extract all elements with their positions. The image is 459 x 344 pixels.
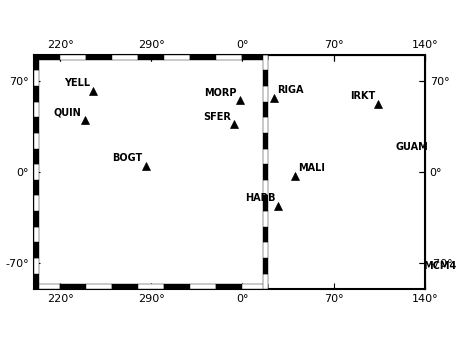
Bar <box>34 102 39 117</box>
Bar <box>86 55 112 60</box>
Text: GUAM: GUAM <box>395 142 428 152</box>
Text: YELL: YELL <box>64 78 90 88</box>
Bar <box>86 284 112 289</box>
Bar <box>34 227 39 242</box>
Bar <box>34 284 60 289</box>
Bar <box>263 117 269 133</box>
Bar <box>34 273 39 289</box>
Bar <box>164 284 190 289</box>
Bar <box>263 149 269 164</box>
Bar <box>263 258 269 273</box>
Bar <box>34 242 39 258</box>
Text: HARB: HARB <box>245 193 275 203</box>
Bar <box>34 55 60 60</box>
Bar <box>34 164 39 180</box>
Bar <box>60 55 86 60</box>
Bar <box>34 258 39 273</box>
Text: MCM4: MCM4 <box>423 261 456 271</box>
Bar <box>216 55 242 60</box>
Text: RIGA: RIGA <box>277 85 303 95</box>
Bar <box>263 211 269 227</box>
Bar <box>34 195 39 211</box>
Bar <box>34 117 39 133</box>
Text: QUIN: QUIN <box>54 107 82 117</box>
Bar <box>138 55 164 60</box>
Text: BOGT: BOGT <box>112 153 143 163</box>
Bar <box>60 284 86 289</box>
Bar <box>34 55 39 71</box>
Bar <box>263 273 269 289</box>
Bar <box>242 55 269 60</box>
Bar <box>34 71 39 86</box>
Bar <box>263 102 269 117</box>
Text: IRKT: IRKT <box>350 92 375 101</box>
Bar <box>263 242 269 258</box>
Bar <box>263 133 269 149</box>
Bar <box>263 227 269 242</box>
Bar <box>138 284 164 289</box>
Bar <box>112 55 138 60</box>
Text: SFER: SFER <box>203 112 231 122</box>
Bar <box>263 195 269 211</box>
Bar <box>263 86 269 102</box>
Bar <box>112 284 138 289</box>
Bar <box>190 55 216 60</box>
Text: MORP: MORP <box>204 87 237 97</box>
Bar <box>242 284 269 289</box>
Bar <box>263 180 269 195</box>
Bar <box>190 284 216 289</box>
Bar <box>34 211 39 227</box>
Bar <box>263 55 269 71</box>
Text: MALI: MALI <box>298 163 325 173</box>
Bar <box>34 149 39 164</box>
Bar <box>164 55 190 60</box>
Bar <box>263 71 269 86</box>
Bar <box>34 180 39 195</box>
Bar <box>34 133 39 149</box>
Bar <box>216 284 242 289</box>
Bar <box>263 164 269 180</box>
Bar <box>34 86 39 102</box>
